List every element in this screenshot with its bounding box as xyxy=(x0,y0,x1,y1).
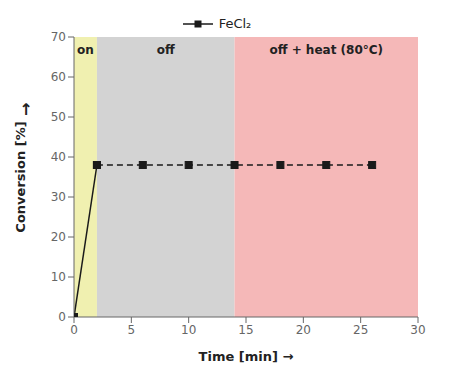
svg-text:60: 60 xyxy=(51,70,66,84)
svg-text:10: 10 xyxy=(51,270,66,284)
svg-text:50: 50 xyxy=(51,110,66,124)
svg-text:70: 70 xyxy=(51,30,66,44)
svg-text:10: 10 xyxy=(181,323,196,337)
svg-text:40: 40 xyxy=(51,150,66,164)
svg-text:0: 0 xyxy=(58,310,66,324)
html-text:FeCl₂: FeCl₂ xyxy=(218,16,252,31)
svg-text:15: 15 xyxy=(238,323,253,337)
svg-text:20: 20 xyxy=(51,230,66,244)
svg-text:20: 20 xyxy=(296,323,311,337)
svg-text:30: 30 xyxy=(410,323,425,337)
svg-text:Conversion [%]: Conversion [%] xyxy=(13,121,28,232)
svg-text:30: 30 xyxy=(51,190,66,204)
svg-text:25: 25 xyxy=(353,323,368,337)
svg-text:0: 0 xyxy=(70,323,78,337)
svg-text:Time [min] →: Time [min] → xyxy=(199,349,294,364)
svg-text:5: 5 xyxy=(128,323,136,337)
svg-text:on: on xyxy=(77,43,94,57)
svg-text:off: off xyxy=(157,43,175,57)
svg-text:off + heat (80°C): off + heat (80°C) xyxy=(269,43,383,57)
